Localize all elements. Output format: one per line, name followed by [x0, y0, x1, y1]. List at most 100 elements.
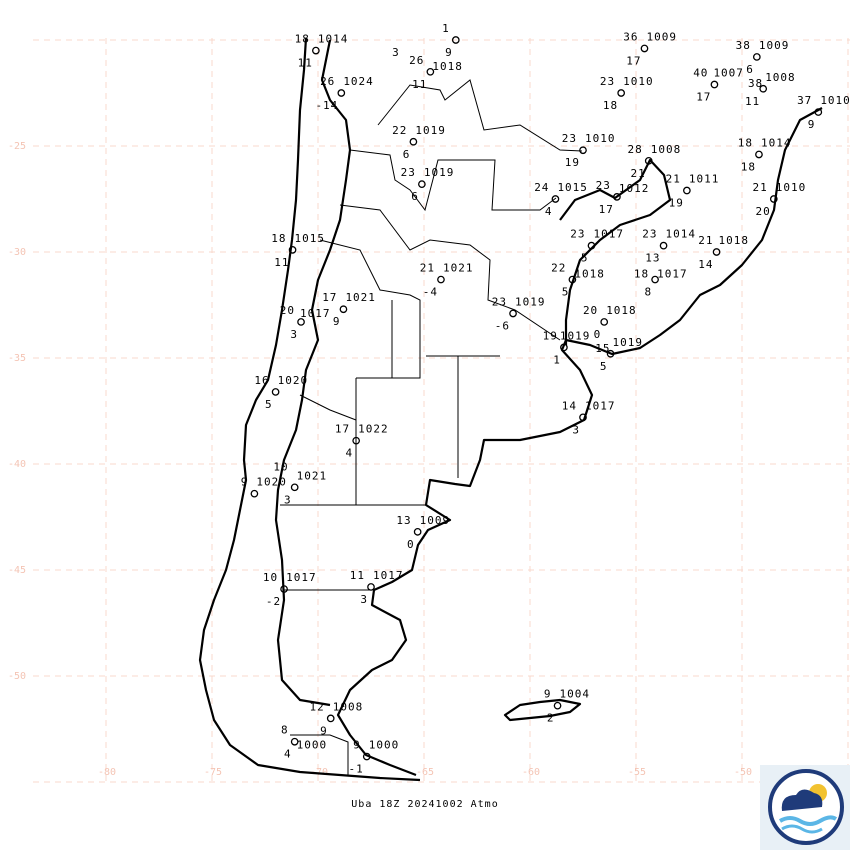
station-pressure: 1010 [820, 94, 850, 107]
station-plot[interactable]: 12 1008 9 [309, 700, 363, 737]
station-dewpoint: 13 [645, 252, 660, 265]
station-plot[interactable]: 13 1009 0 [396, 514, 450, 551]
station-plot[interactable]: 15 1019 5 [595, 336, 643, 373]
station-plot[interactable]: 23 1014 13 [642, 228, 696, 265]
station-temperature: 36 [623, 30, 638, 43]
station-plot[interactable]: 9 1004 2 [544, 688, 590, 725]
station-plot[interactable]: 18 1015 11 [271, 232, 325, 269]
station-temperature: 21 [698, 234, 713, 247]
station-circle-icon [617, 89, 626, 97]
station-circle-icon [250, 489, 259, 498]
station-dewpoint: 6 [403, 148, 411, 161]
station-plot[interactable]: 38 1008 11 [745, 71, 796, 108]
station-circle-icon [509, 309, 517, 318]
station-dewpoint: 18 [603, 99, 618, 112]
station-pressure: 1017 [286, 571, 317, 584]
station-plot[interactable]: 28 1008 21 [627, 143, 681, 180]
station-plot[interactable]: 23 1019 6 [401, 166, 455, 203]
station-plot[interactable]: 18 1017 8 [634, 268, 688, 299]
station-plot[interactable]: 10 1017 -2 [263, 571, 317, 608]
station-plot[interactable]: 21 1021 -4 [420, 262, 474, 299]
station-circle-icon [418, 180, 426, 189]
station-pressure: 1014 [666, 228, 697, 241]
station-plot[interactable]: 23 1010 19 [562, 132, 616, 169]
station-plot[interactable]: 10 1021 3 [273, 460, 327, 506]
station-circle-icon [312, 46, 320, 55]
station-dewpoint: 9 [320, 724, 328, 737]
station-circle-icon [426, 67, 435, 76]
border-line [355, 300, 500, 505]
station-temperature: 21 [753, 181, 768, 194]
station-plot[interactable]: 23 1019 -6 [492, 295, 546, 332]
station-temperature: 21 [666, 173, 681, 186]
station-plot[interactable]: 23 1017 5 [570, 228, 624, 265]
station-plot[interactable]: 23 1010 18 [600, 75, 654, 112]
station-pressure: 1008 [765, 71, 796, 84]
station-plot[interactable]: 19 [442, 22, 460, 59]
station-pressure: 1017 [585, 399, 616, 412]
station-plot[interactable]: 17 1021 9 [322, 291, 376, 328]
station-plot[interactable]: 11 1017 3 [350, 569, 404, 606]
station-circle-icon [755, 150, 763, 159]
station-temperature: 17 [335, 423, 350, 436]
station-circle-icon [413, 527, 422, 536]
station-plot[interactable]: 16 1020 5 [254, 374, 308, 411]
station-plot[interactable]: 3 [392, 46, 400, 59]
station-circle-icon [337, 89, 346, 97]
station-pressure: 1018 [432, 60, 463, 73]
station-plot[interactable]: 21 1011 19 [666, 173, 720, 210]
station-plot[interactable]: 24 1015 4 [534, 181, 588, 218]
station-plot[interactable]: 9 1000 -1 [349, 739, 400, 776]
station-plot[interactable]: 18 1014 18 [738, 136, 792, 173]
station-circle-icon [362, 752, 371, 761]
station-plot[interactable]: 18 1014 11 [295, 33, 349, 70]
station-plot[interactable]: 20 1018 0 [583, 304, 637, 341]
station-circle-icon [613, 193, 621, 201]
station-temperature: 9 [544, 688, 552, 701]
station-circle-icon [752, 53, 761, 61]
station-plot[interactable]: 22 1018 5 [551, 262, 605, 299]
station-temperature: 1 [442, 22, 450, 35]
station-plot[interactable]: 22 1019 6 [392, 124, 446, 161]
station-plot[interactable]: 8 1000 4 [281, 724, 327, 761]
chile-pacific-coast [198, 37, 421, 782]
station-dewpoint: 5 [562, 286, 570, 299]
station-pressure: 1019 [613, 336, 644, 349]
station-pressure: 1008 [333, 700, 364, 713]
station-plot[interactable]: 37 1010 9 [797, 94, 850, 131]
station-dewpoint: 5 [265, 398, 273, 411]
station-plot[interactable]: 14 1017 3 [562, 399, 616, 436]
station-circle-icon [651, 275, 659, 284]
station-plot[interactable]: 26 1024 -14 [315, 75, 373, 112]
station-plot[interactable]: 23 1012 17 [596, 179, 650, 216]
station-circle-icon [640, 44, 649, 53]
station-pressure: 1014 [318, 33, 349, 46]
station-circle-icon [600, 318, 609, 326]
station-dewpoint: 2 [547, 712, 555, 725]
station-plot[interactable]: 26 1018 11 [409, 54, 463, 91]
station-circle-icon [644, 156, 653, 165]
station-plot[interactable]: 21 1018 14 [698, 234, 749, 271]
station-plot[interactable]: 9 1020 [241, 476, 287, 498]
station-temperature: 24 [534, 181, 549, 194]
station-plot[interactable]: 19 1019 1 [543, 329, 591, 366]
station-pressure: 1019 [560, 329, 591, 342]
station-pressure: 1017 [657, 268, 688, 281]
station-dewpoint: -4 [423, 286, 438, 299]
station-plot[interactable]: 36 1009 17 [623, 30, 677, 67]
station-temperature: 20 [583, 304, 598, 317]
station-pressure: 1010 [776, 181, 807, 194]
station-temperature: 17 [322, 291, 337, 304]
station-pressure: 1018 [719, 234, 750, 247]
station-temperature: 26 [409, 54, 424, 67]
station-plot[interactable]: 17 1022 4 [335, 423, 389, 460]
station-pressure: 1017 [373, 569, 404, 582]
station-plot[interactable]: 21 1010 20 [753, 181, 807, 218]
lon-label: -55 [628, 767, 646, 778]
station-plot[interactable]: 38 1009 6 [736, 39, 790, 76]
lat-label: -45 [8, 565, 26, 576]
station-circle-icon [759, 84, 768, 93]
